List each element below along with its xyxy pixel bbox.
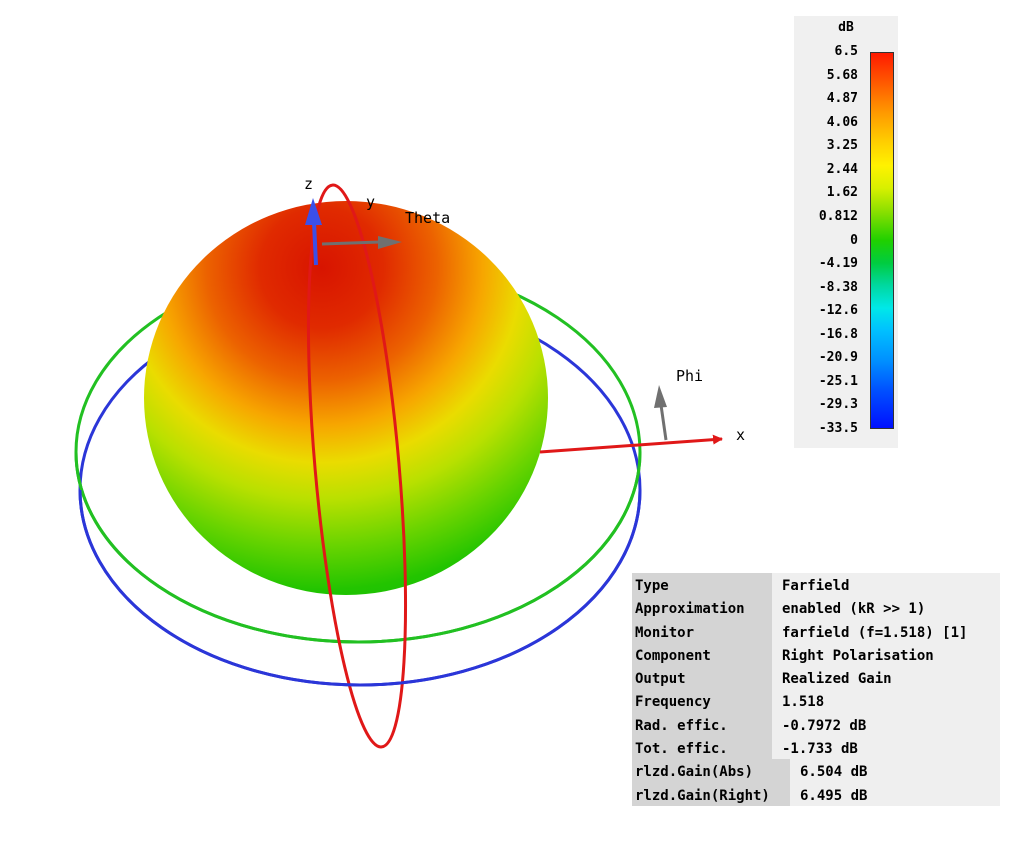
info-row: Approximation enabled (kR >> 1) [632, 596, 1000, 620]
radiation-pattern-sphere [144, 201, 548, 595]
legend-tick: -12.6 [818, 303, 858, 319]
ring-blue-front [78, 489, 642, 687]
legend-tick: -29.3 [818, 397, 858, 413]
legend-tick: -20.9 [818, 350, 858, 366]
info-row: Tot. effic. -1.733 dB [632, 736, 1000, 760]
ring-green-front [74, 451, 642, 644]
info-value: farfield (f=1.518) [1] [772, 619, 1000, 643]
legend-tick: 3.25 [826, 138, 858, 154]
info-value: 1.518 [772, 689, 1000, 713]
info-value: enabled (kR >> 1) [772, 596, 1000, 620]
theta-arrow [321, 240, 381, 246]
info-row: Component Right Polarisation [632, 642, 1000, 667]
info-value: Right Polarisation [772, 642, 1000, 667]
legend-tick: 0 [850, 232, 858, 248]
info-row: rlzd.Gain(Abs) 6.504 dB [632, 759, 1000, 783]
phi-arrow [659, 404, 668, 441]
info-key: Component [632, 642, 772, 667]
legend-tick: -4.19 [818, 256, 858, 272]
legend-tick: -25.1 [818, 373, 858, 389]
info-key: Output [632, 666, 772, 690]
info-key: Type [632, 573, 772, 597]
theta-label: Theta [405, 209, 450, 227]
info-row: rlzd.Gain(Right) 6.495 dB [632, 782, 1000, 806]
info-value: 6.495 dB [790, 782, 1000, 806]
info-value: -0.7972 dB [772, 712, 1000, 737]
color-legend: dB 6.5 5.68 4.87 4.06 3.25 2.44 1.62 0.812 0 -4.1… [794, 16, 898, 448]
z-axis-label: z [304, 175, 313, 193]
legend-unit-label: dB [838, 20, 854, 35]
z-axis-line [312, 221, 318, 266]
legend-tick: -33.5 [818, 421, 858, 436]
info-key: Tot. effic. [632, 736, 772, 760]
info-key: Frequency [632, 689, 772, 713]
farfield-info-table: Type Farfield Approximation enabled (kR >> … [632, 573, 1000, 806]
z-axis-arrowhead [305, 198, 322, 225]
x-axis-label: x [736, 426, 745, 444]
info-key: rlzd.Gain(Abs) [632, 759, 790, 783]
info-value: -1.733 dB [772, 736, 1000, 760]
info-row: Rad. effic. -0.7972 dB [632, 712, 1000, 737]
legend-tick: 4.87 [826, 91, 858, 107]
phi-label: Phi [676, 367, 703, 385]
info-value: 6.504 dB [790, 759, 1000, 783]
legend-tick: 4.06 [826, 114, 858, 130]
farfield-3d-view[interactable]: x z y Theta Phi [0, 0, 780, 843]
info-value: Farfield [772, 573, 1000, 597]
phi-arrowhead [654, 385, 667, 408]
theta-arrowhead [378, 236, 402, 249]
info-row: Type Farfield [632, 573, 1000, 597]
legend-tick: 2.44 [826, 161, 858, 177]
legend-tick: 6.5 [834, 44, 858, 59]
legend-tick: 5.68 [826, 67, 858, 83]
info-value: Realized Gain [772, 666, 1000, 690]
colorbar [870, 52, 894, 429]
x-axis-arrow [539, 434, 723, 454]
legend-tick: 1.62 [826, 185, 858, 201]
legend-tick: 0.812 [818, 208, 858, 224]
y-axis-label: y [366, 193, 375, 211]
legend-tick: -8.38 [818, 279, 858, 295]
legend-tick: -16.8 [818, 326, 858, 342]
info-key: Rad. effic. [632, 712, 772, 737]
info-row: Output Realized Gain [632, 666, 1000, 690]
info-row: Frequency 1.518 [632, 689, 1000, 713]
ring-red [306, 183, 408, 749]
info-row: Monitor farfield (f=1.518) [1] [632, 619, 1000, 643]
info-key: Approximation [632, 596, 772, 620]
info-key: rlzd.Gain(Right) [632, 782, 790, 806]
info-key: Monitor [632, 619, 772, 643]
